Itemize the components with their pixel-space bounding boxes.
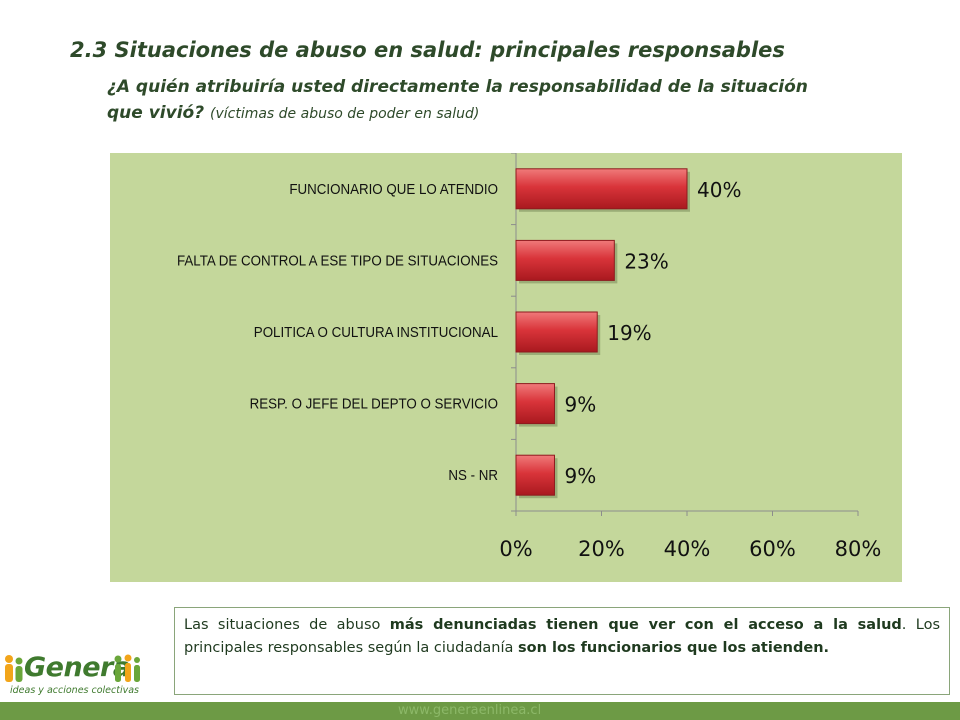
genera-logo: Genera ideas y acciones colectivas: [2, 652, 142, 700]
bar: [515, 454, 555, 496]
category-label: POLITICA O CULTURA INSTITUCIONAL: [254, 323, 498, 340]
bar: [515, 311, 598, 353]
data-label: 40%: [697, 178, 741, 202]
data-label: 23%: [624, 249, 668, 273]
data-label: 9%: [564, 464, 596, 488]
survey-question: ¿A quién atribuiría usted directamente l…: [107, 74, 847, 127]
x-tick-label: 0%: [499, 537, 532, 561]
question-text: ¿A quién atribuiría usted directamente l…: [107, 77, 808, 123]
footer-bar: www.generaenlinea.cl: [0, 702, 960, 720]
data-label: 9%: [564, 393, 596, 417]
crowd-icon: [114, 654, 140, 682]
note-text-1-end: .: [901, 617, 907, 633]
bar: [515, 383, 555, 425]
page-title: 2.3 Situaciones de abuso en salud: princ…: [70, 38, 785, 62]
note-text-1: Las situaciones de abuso: [184, 617, 390, 633]
bar-chart: 0% 20% 40% 60% 80% FUNCIONARIO QUE LO ATENDIO…: [177, 153, 882, 561]
question-note: (víctimas de abuso de poder en salud): [210, 106, 480, 122]
chart-panel: 0% 20% 40% 60% 80% FUNCIONARIO QUE LO ATENDIO…: [110, 153, 902, 582]
conclusion-note: Las situaciones de abuso más denunciadas…: [174, 607, 950, 695]
category-label: FUNCIONARIO QUE LO ATENDIO: [289, 180, 498, 197]
note-text-2: Los principales responsables según la ci…: [184, 617, 941, 656]
x-tick-label: 60%: [749, 537, 796, 561]
x-tick-label: 80%: [835, 537, 882, 561]
logo-tagline: ideas y acciones colectivas: [10, 685, 140, 696]
bar: [515, 168, 688, 210]
category-label: FALTA DE CONTROL A ESE TIPO DE SITUACION…: [177, 252, 498, 269]
logo-name: Genera: [24, 652, 131, 683]
category-label: NS - NR: [448, 467, 498, 484]
note-emphasis-1: más denunciadas tienen que ver con el ac…: [389, 617, 902, 633]
note-emphasis-2: son los funcionarios que los atienden.: [518, 640, 830, 656]
people-icon: [5, 655, 23, 682]
data-label: 19%: [607, 321, 651, 345]
x-tick-label: 20%: [578, 537, 625, 561]
bar: [515, 239, 615, 281]
footer-url: www.generaenlinea.cl: [398, 703, 542, 718]
x-tick-label: 40%: [664, 537, 711, 561]
category-label: RESP. O JEFE DEL DEPTO O SERVICIO: [250, 395, 499, 412]
